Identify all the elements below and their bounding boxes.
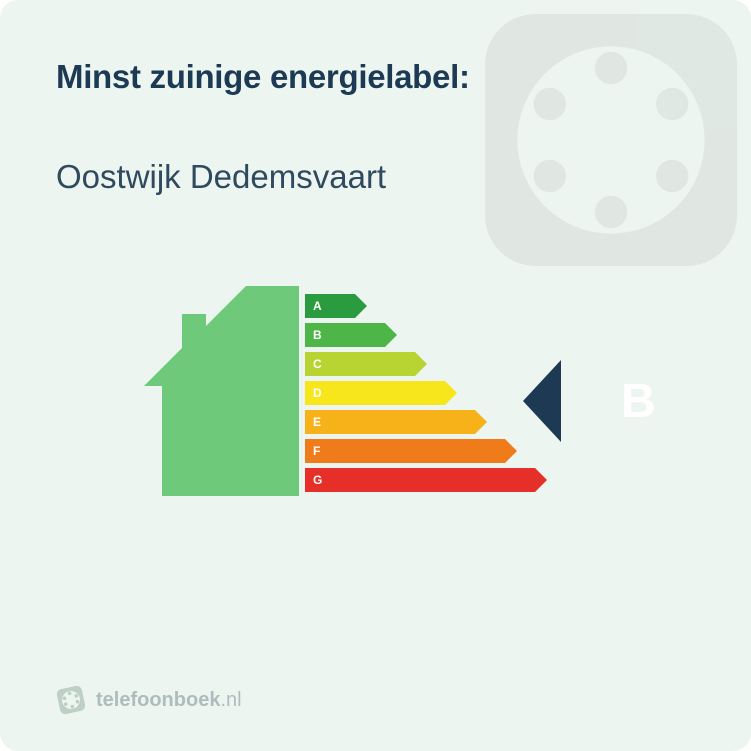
house-icon xyxy=(144,286,299,496)
energy-bar-c: C xyxy=(305,352,535,376)
energy-bar-d: D xyxy=(305,381,535,405)
energy-bar-e: E xyxy=(305,410,535,434)
energy-bar-body: D xyxy=(305,381,445,405)
energy-label-card: Minst zuinige energielabel: Oostwijk Ded… xyxy=(0,0,751,751)
energy-bar-body: B xyxy=(305,323,385,347)
energy-bar-f: F xyxy=(305,439,535,463)
energy-bar-b: B xyxy=(305,323,535,347)
energy-bar-letter: D xyxy=(313,386,322,400)
energy-bar-g: G xyxy=(305,468,535,492)
selected-label-badge: B xyxy=(561,360,751,442)
footer: telefoonboek.nl xyxy=(56,685,695,715)
footer-brand-light: .nl xyxy=(220,689,241,711)
energy-bar-body: A xyxy=(305,294,355,318)
energy-bars: A B C D E F G xyxy=(305,294,535,492)
energy-bar-a: A xyxy=(305,294,535,318)
title: Minst zuinige energielabel: xyxy=(56,58,695,96)
footer-brand-bold: telefoonboek xyxy=(96,689,220,711)
selected-label-letter: B xyxy=(621,374,656,429)
energy-bar-letter: A xyxy=(313,299,322,313)
energy-bar-letter: E xyxy=(313,415,321,429)
subtitle: Oostwijk Dedemsvaart xyxy=(56,158,695,196)
energy-bar-body: E xyxy=(305,410,475,434)
energy-bar-letter: B xyxy=(313,328,322,342)
energy-bar-letter: G xyxy=(313,473,322,487)
energy-bar-letter: F xyxy=(313,444,320,458)
energy-bar-body: F xyxy=(305,439,505,463)
footer-logo-icon xyxy=(53,682,89,718)
energy-bar-body: G xyxy=(305,468,535,492)
energy-bar-letter: C xyxy=(313,357,322,371)
footer-text: telefoonboek.nl xyxy=(96,689,242,712)
energy-bar-body: C xyxy=(305,352,415,376)
